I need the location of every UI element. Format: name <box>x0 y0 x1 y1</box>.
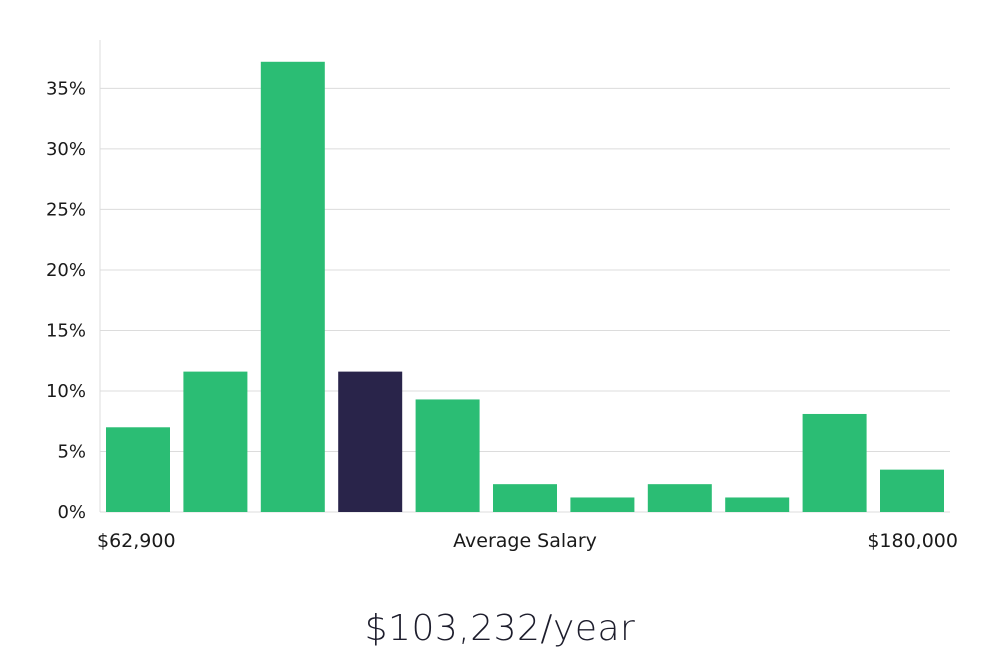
salary-histogram: 0% 5% 10% 15% 20% 25% 30% 35% $62,900 Average S… <box>46 40 958 552</box>
x-min-label: $62,900 <box>97 530 176 552</box>
average-salary-value: $103,232/year <box>364 608 636 649</box>
bar <box>880 469 944 512</box>
bar <box>260 61 325 513</box>
bar <box>570 497 635 512</box>
bar <box>415 399 480 512</box>
bar <box>802 413 867 512</box>
y-tick-label: 15% <box>46 320 86 341</box>
bar-highlighted <box>338 371 403 512</box>
bar <box>183 371 248 512</box>
bar <box>106 427 170 512</box>
y-tick-label: 20% <box>46 260 86 281</box>
bar <box>647 484 712 512</box>
y-tick-label: 10% <box>46 381 86 402</box>
bars <box>106 61 944 513</box>
y-tick-label: 0% <box>57 502 86 523</box>
bar <box>493 484 557 512</box>
y-tick-label: 25% <box>46 199 86 220</box>
y-tick-label: 30% <box>46 139 86 160</box>
y-tick-label: 35% <box>46 78 86 99</box>
x-axis-label: Average Salary <box>453 530 597 552</box>
y-axis-tick-labels: 0% 5% 10% 15% 20% 25% 30% 35% <box>46 78 86 523</box>
y-tick-label: 5% <box>57 441 86 462</box>
x-max-label: $180,000 <box>867 530 958 552</box>
bar <box>725 497 790 512</box>
